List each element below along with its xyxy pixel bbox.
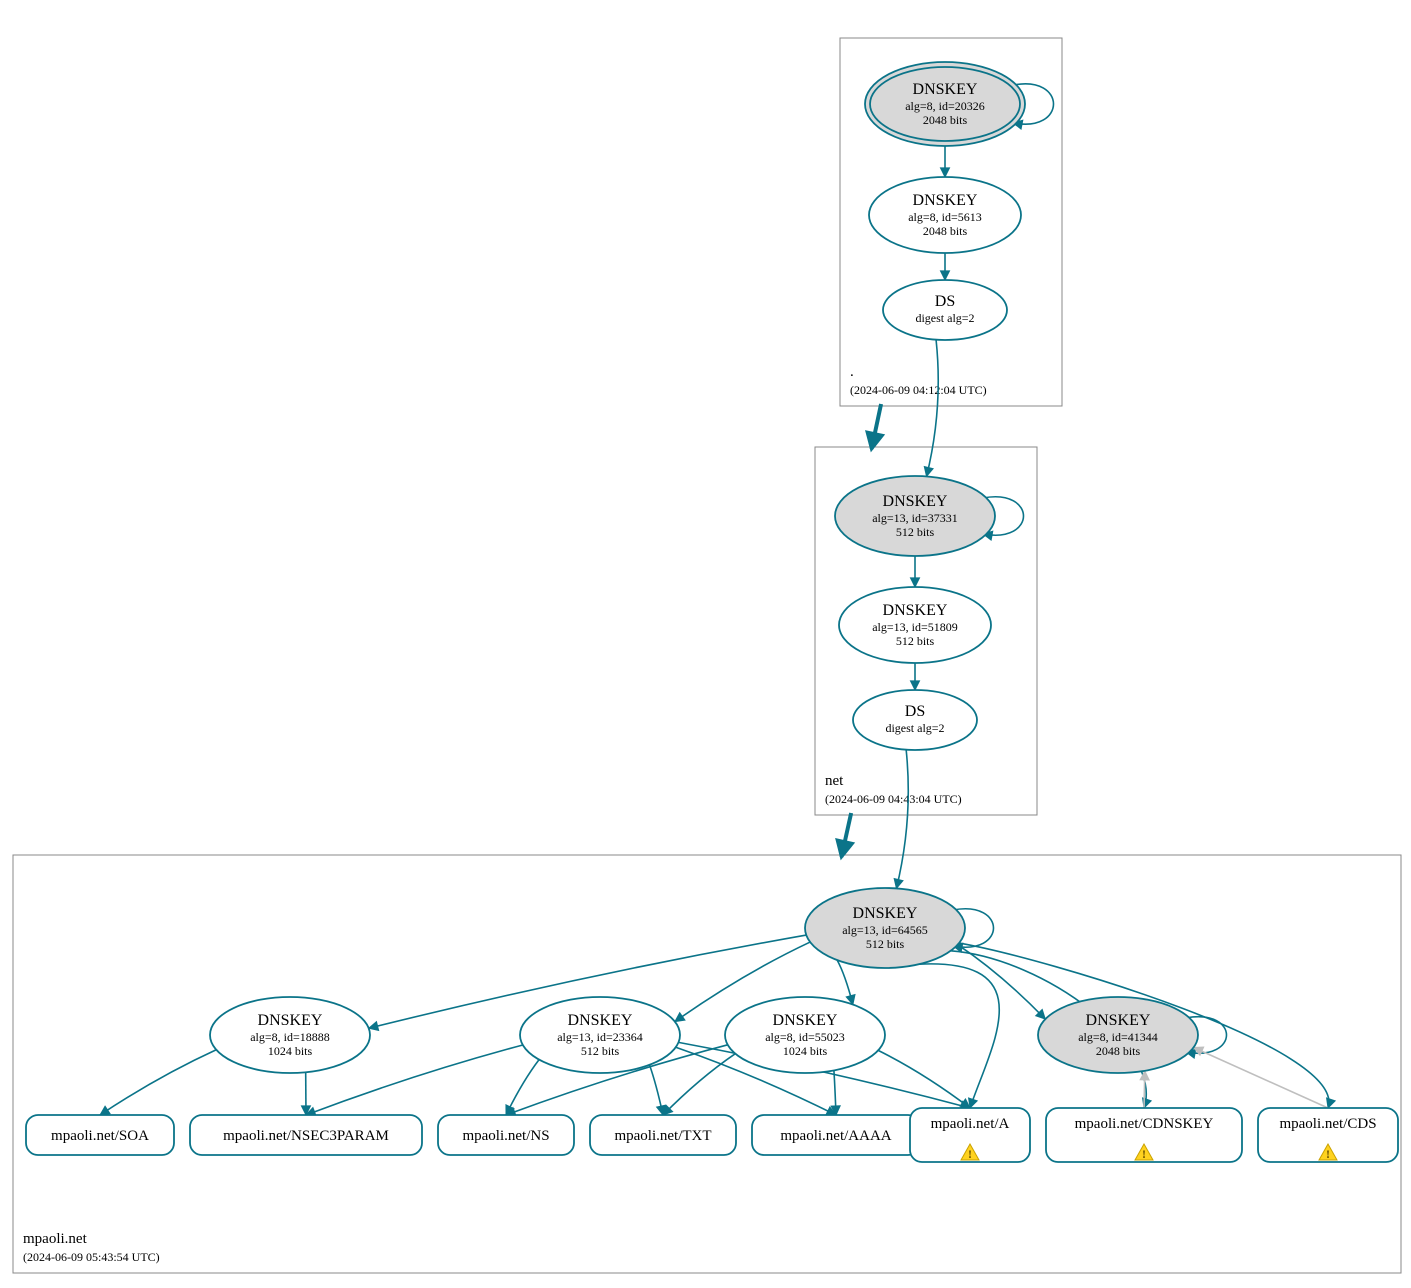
edge-light [1194,1047,1328,1108]
zone-timestamp-mpaoli: (2024-06-09 05:43:54 UTC) [23,1250,160,1264]
node-sub1: alg=8, id=5613 [908,210,982,224]
node-root_ds: DSdigest alg=2 [883,280,1007,340]
node-title: DNSKEY [568,1012,633,1029]
node-title: DS [935,293,955,310]
node-sub2: 512 bits [896,525,935,539]
node-sub1: alg=8, id=41344 [1078,1030,1158,1044]
node-title: DNSKEY [853,905,918,922]
node-title: DNSKEY [773,1012,838,1029]
node-mp_k2: DNSKEYalg=13, id=23364512 bits [520,997,680,1073]
node-sub1: digest alg=2 [915,311,974,325]
rrset-txt: mpaoli.net/TXT [590,1115,736,1155]
rrset-label: mpaoli.net/NS [462,1128,549,1144]
rrset-aaaa: mpaoli.net/AAAA [752,1115,920,1155]
node-sub1: alg=13, id=51809 [872,620,958,634]
node-net_ds: DSdigest alg=2 [853,690,977,750]
node-sub2: 2048 bits [923,113,968,127]
rrset-cdnskey: mpaoli.net/CDNSKEY! [1046,1108,1242,1162]
rrset-cds: mpaoli.net/CDS! [1258,1108,1398,1162]
node-sub1: alg=8, id=20326 [905,99,985,113]
node-mp_k4: DNSKEYalg=8, id=413442048 bits [1038,997,1198,1073]
node-title: DS [905,703,925,720]
edge [837,960,853,1005]
node-sub1: alg=8, id=18888 [250,1030,330,1044]
edges [100,84,1329,1115]
rrset-soa: mpaoli.net/SOA [26,1115,174,1155]
node-mp_k3: DNSKEYalg=8, id=550231024 bits [725,997,885,1073]
node-net_zsk: DNSKEYalg=13, id=51809512 bits [839,587,991,663]
node-title: DNSKEY [1086,1012,1151,1029]
edge-zone-delegation [872,404,882,449]
edge [663,1054,735,1115]
node-mp_ksk: DNSKEYalg=13, id=64565512 bits [805,888,965,968]
node-root_ksk: DNSKEYalg=8, id=203262048 bits [865,62,1025,146]
zone-label-root: . [850,364,854,380]
rrset-label: mpaoli.net/CDS [1279,1116,1376,1132]
node-title: DNSKEY [883,493,948,510]
edge-zone-delegation [841,813,851,857]
node-sub1: alg=13, id=37331 [872,511,958,525]
node-sub2: 2048 bits [1096,1044,1141,1058]
node-net_ksk: DNSKEYalg=13, id=37331512 bits [835,476,995,556]
node-root_zsk: DNSKEYalg=8, id=56132048 bits [869,177,1021,253]
node-sub2: 512 bits [866,937,905,951]
zone-label-net: net [825,773,844,789]
edge [878,1050,970,1108]
rrset-nsec: mpaoli.net/NSEC3PARAM [190,1115,422,1155]
svg-text:!: ! [1326,1147,1330,1161]
edge [834,1070,836,1115]
node-sub1: alg=8, id=55023 [765,1030,845,1044]
rrset-ns: mpaoli.net/NS [438,1115,574,1155]
edge [100,1050,216,1115]
rrset-label: mpaoli.net/A [931,1116,1010,1132]
node-sub2: 512 bits [581,1044,620,1058]
edge-delegation [927,340,939,477]
edge-light [1144,1071,1145,1108]
zone-timestamp-root: (2024-06-09 04:12:04 UTC) [850,383,987,397]
edge [958,945,1046,1019]
edge [506,1060,539,1115]
node-sub2: 2048 bits [923,224,968,238]
svg-text:!: ! [968,1147,972,1161]
node-title: DNSKEY [913,81,978,98]
node-sub1: digest alg=2 [885,721,944,735]
zone-timestamp-net: (2024-06-09 04:43:04 UTC) [825,792,962,806]
zone-box-mpaoli [13,855,1401,1273]
rrset-label: mpaoli.net/CDNSKEY [1075,1116,1214,1132]
edge-delegation [896,750,908,889]
svg-text:!: ! [1142,1147,1146,1161]
node-title: DNSKEY [883,602,948,619]
node-sub1: alg=13, id=64565 [842,923,928,937]
node-sub2: 1024 bits [268,1044,313,1058]
rrset-a: mpaoli.net/A! [910,1108,1030,1162]
rrset-label: mpaoli.net/AAAA [780,1128,891,1144]
edge [919,964,999,1108]
rrset-label: mpaoli.net/NSEC3PARAM [223,1128,389,1144]
node-title: DNSKEY [258,1012,323,1029]
zone-label-mpaoli: mpaoli.net [23,1231,88,1247]
edge [649,1065,663,1115]
node-mp_k1: DNSKEYalg=8, id=188881024 bits [210,997,370,1073]
rrset-label: mpaoli.net/TXT [614,1128,711,1144]
node-sub1: alg=13, id=23364 [557,1030,643,1044]
rrset-label: mpaoli.net/SOA [51,1128,149,1144]
node-sub2: 1024 bits [783,1044,828,1058]
node-title: DNSKEY [913,192,978,209]
node-sub2: 512 bits [896,634,935,648]
